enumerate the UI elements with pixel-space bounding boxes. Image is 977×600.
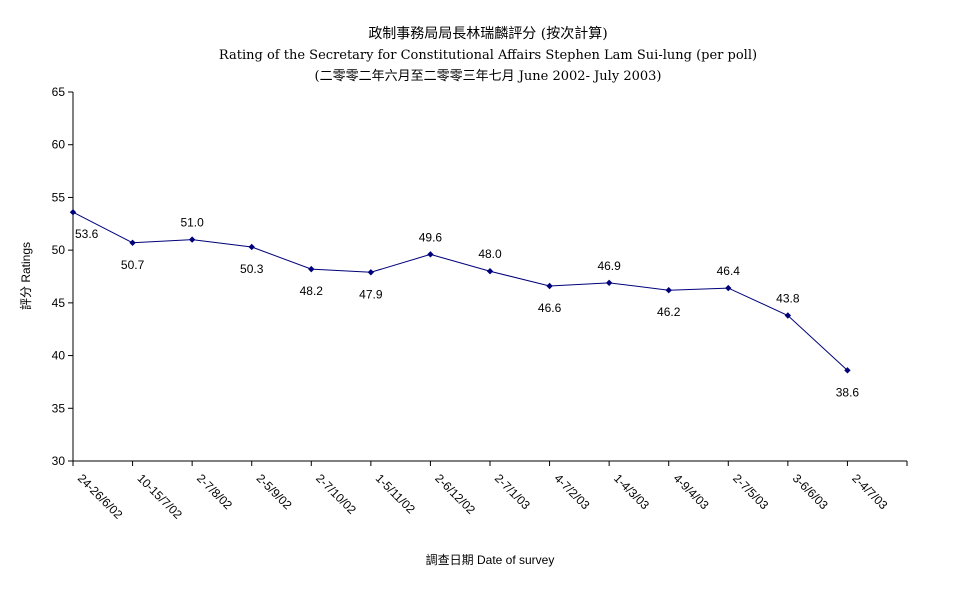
data-point-marker xyxy=(784,312,792,319)
series-rating xyxy=(72,211,848,371)
x-tick-label: 24-26/6/02 xyxy=(75,471,126,522)
data-markers xyxy=(69,208,851,374)
x-tick-label: 3-6/6/03 xyxy=(790,471,831,512)
data-point-marker xyxy=(725,284,732,292)
x-tick-label: 1-5/11/02 xyxy=(373,471,418,516)
data-point-marker xyxy=(308,265,315,273)
y-tick-label: 30 xyxy=(52,454,66,468)
data-point-marker xyxy=(605,279,613,287)
data-point-marker xyxy=(546,282,553,290)
x-tick-label: 4-7/2/03 xyxy=(551,471,592,512)
x-tick-label: 2-7/5/03 xyxy=(730,471,771,512)
y-tick-label: 55 xyxy=(52,190,66,204)
y-tick-label: 35 xyxy=(52,401,66,415)
data-labels: 53.6 50.7 51.0 50.3 48.2 47.9 49.6 48.0 46.6 46.9… xyxy=(75,216,859,400)
data-point-marker xyxy=(69,208,77,216)
x-tick-label: 2-5/9/02 xyxy=(254,471,295,512)
x-tick-label: 2-6/12/02 xyxy=(432,471,478,517)
x-tick-label: 2-4/7/03 xyxy=(849,471,890,512)
data-label: 51.0 xyxy=(180,216,204,230)
data-point-marker xyxy=(129,239,136,246)
x-tick-label: 1-4/3/03 xyxy=(611,471,652,512)
x-tick-label: 2-7/10/02 xyxy=(313,471,359,517)
data-label: 43.8 xyxy=(776,292,800,306)
data-label: 46.4 xyxy=(717,264,741,278)
x-axis-title: 調查日期 Date of survey xyxy=(426,553,555,567)
series-line xyxy=(72,211,848,371)
data-label: 50.7 xyxy=(121,258,145,272)
data-point-marker xyxy=(248,243,255,251)
data-point-marker xyxy=(427,251,434,258)
data-label: 50.3 xyxy=(240,262,264,276)
data-label: 46.2 xyxy=(657,305,681,319)
y-tick-label: 40 xyxy=(52,349,66,363)
data-label: 48.0 xyxy=(478,247,502,261)
y-tick-label: 65 xyxy=(52,85,66,99)
data-point-marker xyxy=(188,236,196,243)
y-axis-ticks: 30 35 40 45 50 55 60 65 xyxy=(52,85,73,468)
x-tick-label: 2-7/1/03 xyxy=(492,471,533,512)
y-tick-label: 50 xyxy=(52,243,66,257)
data-label: 46.6 xyxy=(538,301,562,315)
chart-subtitle: Rating of the Secretary for Constitution… xyxy=(219,48,757,63)
data-label: 38.6 xyxy=(836,385,860,399)
x-tick-label: 2-7/8/02 xyxy=(194,471,235,512)
chart-subtitle-range: (二零零二年六月至二零零三年七月 June 2002- July 2003) xyxy=(315,69,662,84)
data-point-marker xyxy=(486,268,494,275)
data-label: 48.2 xyxy=(300,284,324,298)
data-label: 47.9 xyxy=(359,287,383,301)
chart-title: 政制事務局局長林瑞麟評分 (按次計算) xyxy=(368,26,607,42)
x-tick-label: 4-9/4/03 xyxy=(671,471,712,512)
data-label: 49.6 xyxy=(419,230,443,244)
x-tick-label: 10-15/7/02 xyxy=(134,471,185,522)
y-tick-label: 60 xyxy=(52,138,66,152)
y-axis-title: 評分 Ratings xyxy=(18,242,33,310)
y-tick-label: 45 xyxy=(52,296,66,310)
data-label: 53.6 xyxy=(75,227,99,241)
data-point-marker xyxy=(844,367,851,374)
x-axis-ticks: 24-26/6/02 10-15/7/02 2-7/8/02 2-5/9/02 2-7/… xyxy=(72,461,908,522)
data-label: 46.9 xyxy=(597,259,621,273)
data-point-marker xyxy=(367,269,375,276)
data-point-marker xyxy=(665,287,672,294)
